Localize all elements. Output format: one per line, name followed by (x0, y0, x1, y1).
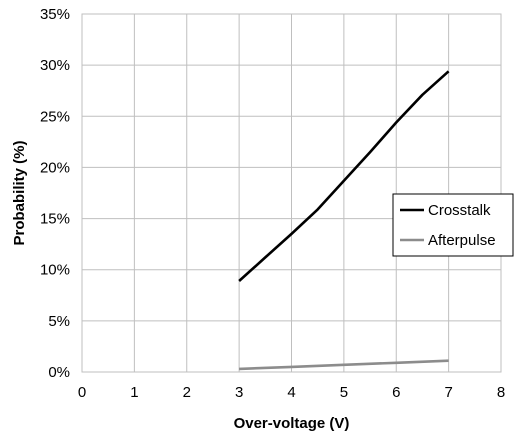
legend-label-crosstalk: Crosstalk (428, 202, 491, 219)
y-tick-label-1: 5% (48, 313, 70, 330)
x-axis-title: Over-voltage (V) (234, 415, 350, 432)
y-tick-label-3: 15% (40, 211, 70, 228)
x-tick-label-4: 4 (287, 384, 295, 401)
series-line-crosstalk (238, 70, 450, 282)
y-tick-label-2: 10% (40, 262, 70, 279)
legend: Crosstalk Afterpulse (392, 193, 514, 257)
x-tick-label-5: 5 (340, 384, 348, 401)
y-tick-label-0: 0% (48, 364, 70, 381)
plot-area-frame (81, 13, 502, 373)
y-tick-labels: 0% 5% 10% 15% 20% 25% 30% 35% (40, 6, 70, 381)
x-tick-label-0: 0 (78, 384, 86, 401)
series-line-afterpulse (239, 359, 449, 371)
x-tick-label-2: 2 (183, 384, 191, 401)
y-tick-label-4: 20% (40, 159, 70, 176)
y-axis-title: Probability (%) (11, 140, 28, 245)
x-tick-label-6: 6 (392, 384, 400, 401)
y-tick-label-7: 35% (40, 6, 70, 23)
y-tick-label-5: 25% (40, 108, 70, 125)
x-tick-label-3: 3 (235, 384, 243, 401)
x-tick-label-8: 8 (497, 384, 505, 401)
legend-label-afterpulse: Afterpulse (428, 232, 496, 249)
series-lines (238, 70, 450, 371)
x-tick-label-1: 1 (130, 384, 138, 401)
x-tick-labels: 0 1 2 3 4 5 6 7 8 (78, 384, 505, 401)
y-tick-label-6: 30% (40, 57, 70, 74)
legend-box (392, 193, 514, 257)
x-tick-label-7: 7 (444, 384, 452, 401)
